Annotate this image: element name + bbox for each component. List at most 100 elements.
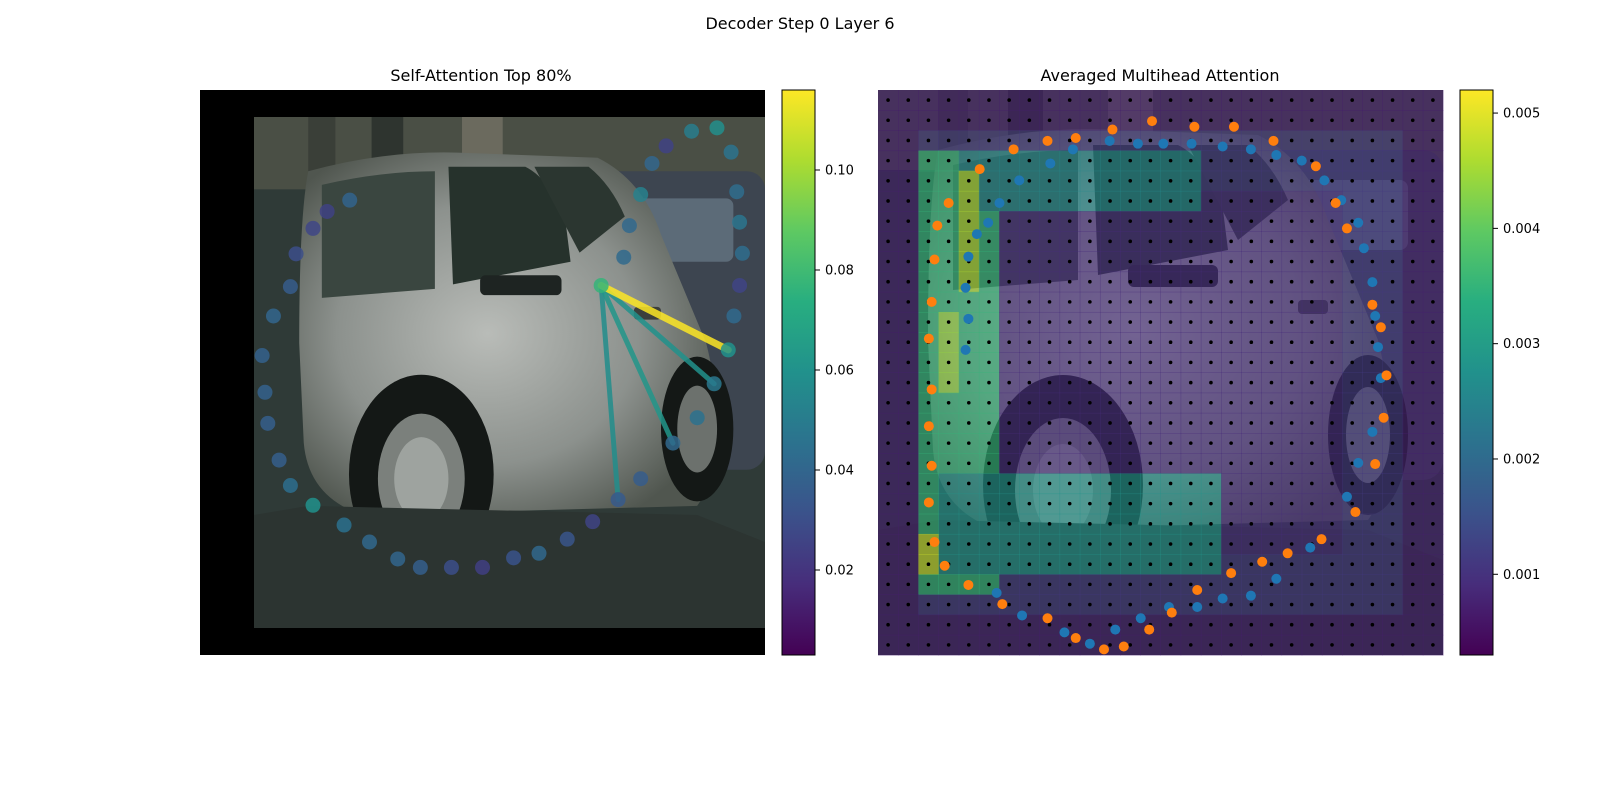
- grid-dot: [1027, 501, 1032, 506]
- series-1-point: [929, 254, 940, 265]
- grid-dot: [1007, 622, 1011, 627]
- query-point-31: [282, 478, 298, 493]
- grid-dot: [967, 239, 971, 244]
- grid-dot: [1088, 179, 1092, 183]
- grid-dot: [1330, 622, 1334, 627]
- series-1-point: [1257, 556, 1268, 567]
- grid-dot: [1229, 522, 1233, 526]
- grid-dot: [1390, 360, 1395, 365]
- colorbar-tick-label: 0.10: [825, 164, 854, 179]
- grid-dot: [1188, 522, 1193, 526]
- grid-dot: [1067, 461, 1072, 466]
- series-0-point: [1186, 138, 1197, 149]
- grid-dot: [987, 380, 991, 385]
- grid-dot: [1350, 542, 1354, 546]
- query-point-23: [506, 550, 522, 566]
- grid-dot: [1390, 239, 1395, 244]
- grid-dot: [906, 643, 911, 647]
- grid-dot: [1128, 562, 1133, 566]
- grid-dot: [1128, 300, 1133, 304]
- grid-dot: [1007, 380, 1011, 385]
- grid-dot: [967, 219, 971, 223]
- series-0-point: [1067, 144, 1078, 155]
- grid-dot: [1067, 501, 1072, 506]
- grid-dot: [1289, 602, 1294, 607]
- grid-dot: [1229, 380, 1233, 385]
- grid-dot: [1410, 259, 1415, 264]
- grid-dot: [926, 179, 931, 183]
- grid-dot: [1390, 602, 1395, 607]
- colorbar-tick-label: 0.002: [1503, 452, 1540, 467]
- grid-dot: [946, 481, 951, 486]
- grid-dot: [1188, 259, 1193, 264]
- grid-dot: [1148, 138, 1153, 143]
- grid-dot: [1289, 158, 1294, 163]
- grid-dot: [1330, 501, 1334, 506]
- grid-dot: [1289, 481, 1294, 486]
- attention-links-layer: [597, 281, 732, 503]
- series-1-point: [923, 421, 934, 432]
- grid-dot: [906, 239, 911, 244]
- grid-dot: [1410, 582, 1415, 587]
- grid-dot: [1310, 138, 1314, 143]
- grid-dot: [1370, 441, 1375, 445]
- grid-dot: [1209, 481, 1213, 486]
- grid-dot: [1108, 441, 1112, 445]
- query-point-37: [282, 279, 298, 295]
- grid-dot: [1249, 279, 1254, 284]
- grid-dot: [1350, 179, 1354, 183]
- grid-dot: [1249, 158, 1254, 163]
- grid-dot: [906, 421, 911, 425]
- series-1-point: [1070, 133, 1081, 144]
- grid-dot: [926, 582, 931, 587]
- grid-dot: [1269, 300, 1274, 304]
- grid-dot: [1168, 179, 1173, 183]
- grid-dot: [1229, 643, 1233, 647]
- grid-dot: [1108, 643, 1112, 647]
- grid-dot: [886, 320, 890, 324]
- grid-dot: [987, 421, 991, 425]
- query-point-40: [319, 203, 335, 219]
- grid-dot: [987, 501, 991, 506]
- grid-dot: [946, 300, 951, 304]
- attention-link-1: [598, 282, 717, 387]
- grid-dot: [1188, 400, 1193, 405]
- grid-dot: [946, 421, 951, 425]
- grid-dot: [987, 582, 991, 587]
- grid-dot: [1431, 400, 1435, 405]
- grid-dot: [1148, 602, 1153, 607]
- grid-dot: [1249, 320, 1254, 324]
- grid-dot: [1188, 239, 1193, 244]
- grid-dot: [1289, 239, 1294, 244]
- grid-dot: [1390, 380, 1395, 385]
- series-1-point: [1118, 641, 1129, 652]
- grid-dot: [1350, 300, 1354, 304]
- grid-dot: [1209, 421, 1213, 425]
- grid-dot: [1088, 400, 1092, 405]
- series-0-point: [1135, 613, 1146, 624]
- grid-dot: [1249, 602, 1254, 607]
- grid-dot: [1209, 98, 1213, 102]
- attention-link-0: [598, 283, 621, 503]
- grid-dot: [1108, 622, 1112, 627]
- grid-dot: [1330, 98, 1334, 102]
- grid-dot: [1310, 179, 1314, 183]
- series-0-point: [1305, 542, 1316, 553]
- grid-dot: [1047, 98, 1052, 102]
- series-0-point: [1104, 135, 1115, 146]
- grid-dot: [1310, 421, 1314, 425]
- grid-dot: [1007, 461, 1011, 466]
- grid-dot: [1168, 501, 1173, 506]
- grid-dot: [1188, 219, 1193, 223]
- grid-dot: [987, 239, 991, 244]
- grid-dot: [987, 118, 991, 123]
- colorbar-tick-label: 0.003: [1503, 337, 1540, 352]
- grid-dot: [1410, 441, 1415, 445]
- grid-dot: [1108, 542, 1112, 546]
- grid-dot: [1269, 199, 1274, 203]
- attention-link-2: [598, 282, 676, 446]
- grid-dot: [926, 158, 931, 163]
- grid-dot: [1209, 602, 1213, 607]
- grid-dot: [1310, 239, 1314, 244]
- grid-dot: [1007, 279, 1011, 284]
